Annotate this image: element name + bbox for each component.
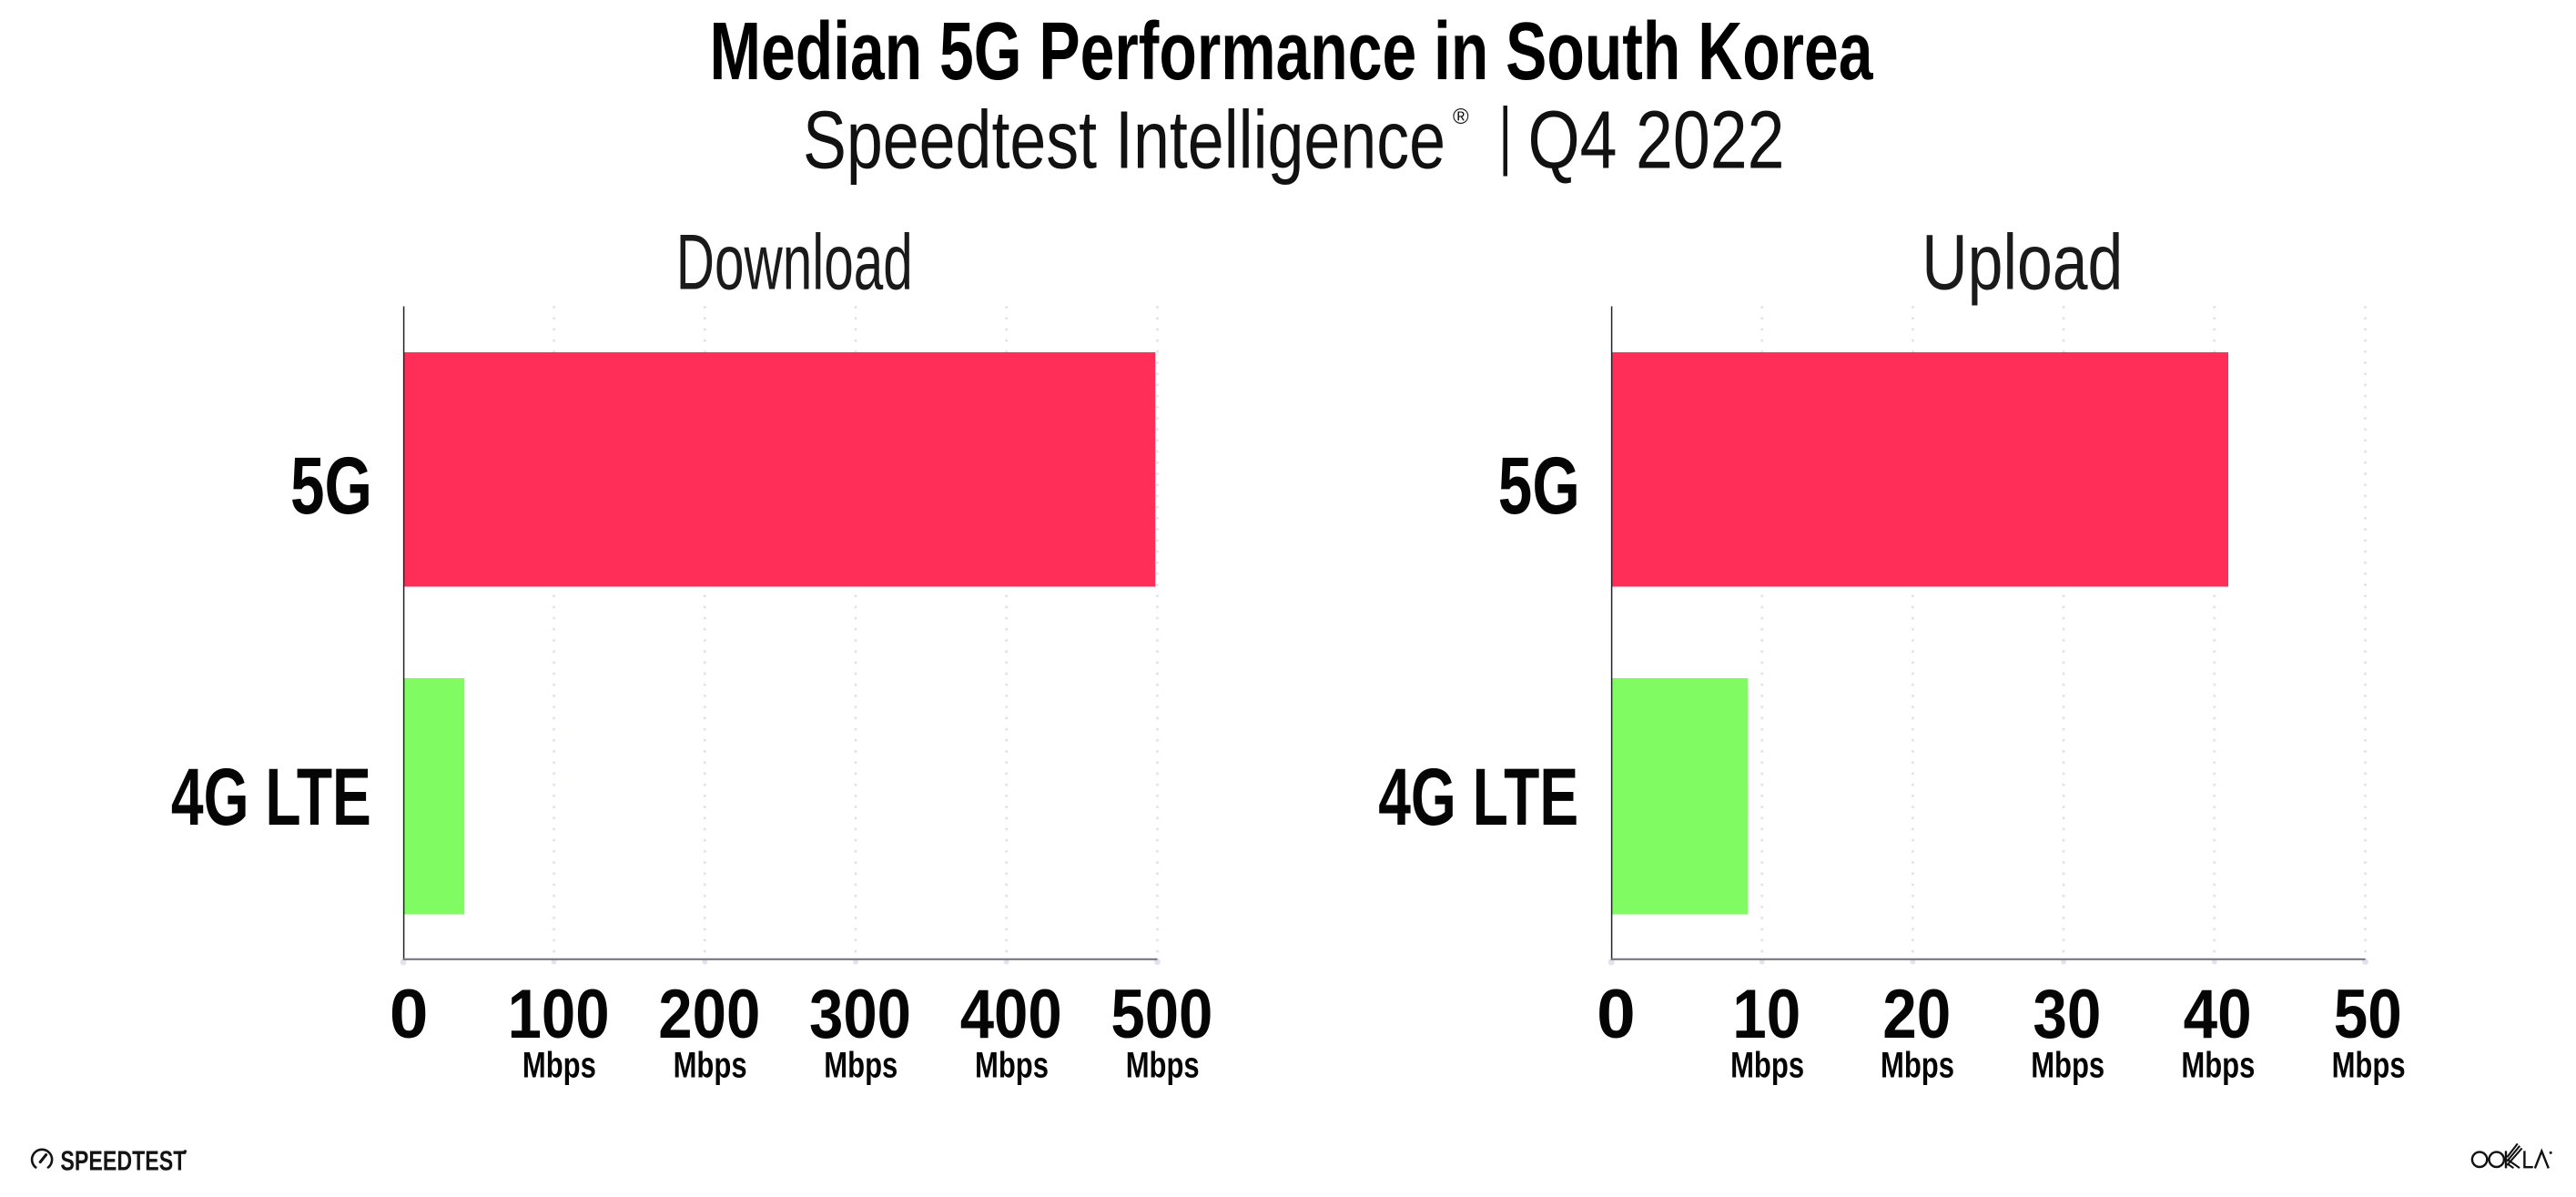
svg-text:Mbps: Mbps bbox=[522, 1045, 596, 1086]
svg-text:20: 20 bbox=[1882, 976, 1951, 1053]
svg-text:100: 100 bbox=[508, 976, 610, 1053]
svg-text:40: 40 bbox=[2184, 976, 2252, 1053]
svg-text:4G LTE: 4G LTE bbox=[171, 751, 371, 842]
svg-text:50: 50 bbox=[2334, 976, 2402, 1053]
svg-text:SPEEDTEST: SPEEDTEST bbox=[60, 1144, 186, 1176]
svg-text:Speedtest Intelligence: Speedtest Intelligence bbox=[803, 96, 1445, 187]
svg-text:4G LTE: 4G LTE bbox=[1378, 751, 1578, 842]
svg-text:Upload: Upload bbox=[1922, 219, 2123, 307]
svg-text:Median 5G Performance in South: Median 5G Performance in South Korea bbox=[710, 6, 1874, 97]
svg-text:Mbps: Mbps bbox=[975, 1045, 1049, 1086]
svg-text:Mbps: Mbps bbox=[824, 1045, 898, 1086]
svg-text:Download: Download bbox=[676, 219, 913, 307]
svg-text:®: ® bbox=[1453, 105, 1469, 129]
svg-text:0: 0 bbox=[390, 976, 429, 1053]
svg-text:5G: 5G bbox=[1498, 440, 1580, 531]
svg-text:Mbps: Mbps bbox=[2031, 1045, 2104, 1086]
svg-text:400: 400 bbox=[960, 976, 1062, 1053]
svg-text:0: 0 bbox=[1597, 976, 1636, 1053]
svg-text:300: 300 bbox=[809, 976, 911, 1053]
svg-text:30: 30 bbox=[2033, 976, 2101, 1053]
svg-text:Mbps: Mbps bbox=[2181, 1045, 2255, 1086]
svg-text:Mbps: Mbps bbox=[1126, 1045, 1200, 1086]
svg-text:5G: 5G bbox=[290, 440, 372, 531]
svg-text:Q4 2022: Q4 2022 bbox=[1528, 96, 1785, 187]
svg-text:10: 10 bbox=[1732, 976, 1800, 1053]
svg-text:200: 200 bbox=[658, 976, 760, 1053]
svg-text:Mbps: Mbps bbox=[2332, 1045, 2406, 1086]
svg-text:500: 500 bbox=[1111, 976, 1212, 1053]
svg-text:Mbps: Mbps bbox=[674, 1045, 747, 1086]
svg-text:Mbps: Mbps bbox=[1881, 1045, 1954, 1086]
svg-text:Mbps: Mbps bbox=[1730, 1045, 1804, 1086]
